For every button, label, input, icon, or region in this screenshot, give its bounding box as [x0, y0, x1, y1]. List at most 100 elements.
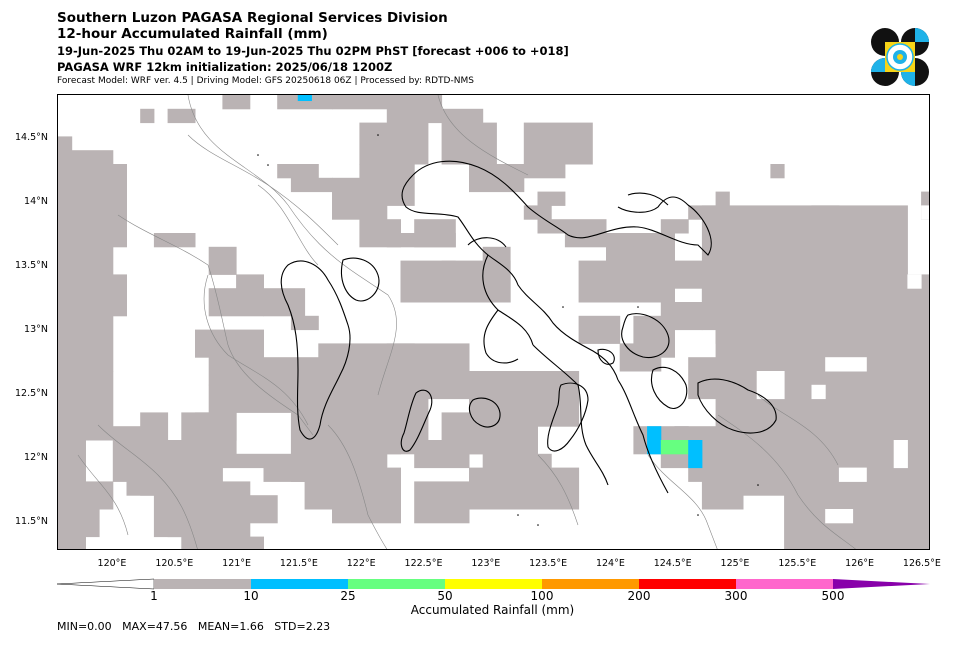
rainfall-cell: [373, 467, 401, 510]
rainfall-cell: [208, 453, 306, 469]
x-tick-label: 126°E: [845, 558, 875, 569]
colorbar-segment: [348, 579, 445, 589]
y-tick-label: 13°N: [24, 324, 48, 335]
rainfall-cell: [208, 357, 319, 386]
rainfall-cell: [564, 233, 648, 248]
rainfall-cell: [359, 122, 429, 165]
y-tick-label: 12.5°N: [14, 388, 48, 399]
rainfall-cell: [58, 177, 127, 248]
rainfall-cell: [140, 412, 169, 441]
rainfall-cell: [770, 164, 785, 179]
rainfall-cell: [277, 164, 319, 179]
rainfall-cell: [297, 95, 312, 102]
x-tick-label: 126.5°E: [902, 558, 941, 569]
colorbar-extend-high: [833, 579, 930, 589]
model-initialization: PAGASA WRF 12km initialization: 2025/06/…: [57, 60, 393, 74]
rainfall-cell: [825, 357, 867, 372]
x-tick-label: 124°E: [595, 558, 625, 569]
colorbar-segment: [542, 579, 639, 589]
rainfall-cell: [729, 522, 758, 549]
colorbar-tick-label: 300: [724, 589, 748, 603]
y-tick-label: 14.5°N: [14, 132, 48, 143]
rainfall-cell: [277, 95, 333, 110]
rainfall-cell: [167, 108, 196, 124]
colorbar-segment: [445, 579, 542, 589]
x-tick-label: 121.5°E: [279, 558, 318, 569]
rainfall-cell: [701, 481, 744, 510]
rainfall-cell: [893, 440, 908, 469]
rainfall-cell: [386, 108, 484, 124]
rainfall-cell: [85, 371, 114, 441]
rainfall-cell: [332, 177, 388, 220]
colorbar-tick-label: 100: [530, 589, 554, 603]
x-tick-label: 123°E: [471, 558, 501, 569]
rainfall-cell: [85, 509, 100, 538]
colorbar-tick-label: 1: [150, 589, 158, 603]
colorbar-segment: [154, 579, 251, 589]
x-tick-label: 122.5°E: [404, 558, 443, 569]
rainfall-cell: [290, 453, 388, 482]
forecast-period: 19-Jun-2025 Thu 02AM to 19-Jun-2025 Thu …: [57, 44, 569, 58]
x-tick-label: 121°E: [222, 558, 252, 569]
rainfall-cell: [441, 122, 497, 165]
rainfall-cell: [523, 122, 593, 165]
rainfall-cell: [195, 412, 237, 455]
y-tick-label: 13.5°N: [14, 260, 48, 271]
rainfall-cell: [236, 274, 264, 303]
rainfall-cell: [58, 315, 114, 372]
rainfall-cell: [578, 315, 621, 344]
rainfall-cell: [537, 219, 607, 234]
x-tick-label: 120.5°E: [155, 558, 194, 569]
rainfall-cell: [701, 205, 908, 275]
x-tick-label: 122°E: [346, 558, 376, 569]
rainfall-cell: [674, 302, 929, 317]
colorbar-tick-label: 50: [437, 589, 453, 603]
rainfall-cell: [290, 315, 319, 331]
rainfall-cell: [153, 481, 196, 538]
rainfall-cell: [469, 274, 511, 303]
colorbar-tick-label: 10: [243, 589, 259, 603]
colorbar-segment: [736, 579, 833, 589]
rainfall-cell: [647, 426, 662, 455]
rainfall-cell: [811, 384, 826, 400]
map-subtitle: 12-hour Accumulated Rainfall (mm): [57, 26, 328, 42]
colorbar: [57, 578, 930, 590]
colorbar-title: Accumulated Rainfall (mm): [410, 603, 575, 617]
rainfall-cell: [715, 191, 730, 206]
x-tick-label: 125.5°E: [778, 558, 817, 569]
rainfall-cell: [386, 343, 470, 400]
y-tick-label: 14°N: [24, 196, 48, 207]
rainfall-statistics: MIN=0.00 MAX=47.56 MEAN=1.66 STD=2.23: [57, 620, 331, 633]
rainfall-cell: [263, 467, 306, 482]
colorbar-segment: [639, 579, 736, 589]
rainfall-map: [57, 94, 930, 550]
rainfall-grid: [58, 95, 929, 549]
rainfall-cell: [140, 108, 155, 124]
rainfall-cell: [58, 274, 127, 317]
rainfall-cell: [838, 467, 867, 482]
colorbar-tick-label: 200: [627, 589, 651, 603]
map-title: Southern Luzon PAGASA Regional Services …: [57, 10, 448, 26]
rainfall-cell: [386, 233, 456, 248]
rainfall-cell: [414, 481, 470, 524]
rainfall-cell: [332, 509, 401, 524]
rainfall-cell: [441, 412, 538, 455]
rainfall-cell: [153, 233, 196, 248]
x-tick-label: 123.5°E: [529, 558, 568, 569]
y-tick-label: 11.5°N: [14, 516, 48, 527]
x-tick-label: 125°E: [720, 558, 750, 569]
colorbar-segment: [251, 579, 348, 589]
x-tick-label: 124.5°E: [653, 558, 692, 569]
rainfall-cell: [58, 426, 86, 482]
rainfall-cell: [290, 177, 333, 193]
rainfall-cell: [633, 233, 675, 248]
coastlines: [77, 95, 856, 549]
colorbar-tick-label: 500: [821, 589, 845, 603]
rainfall-cell: [359, 398, 429, 441]
colorbar-tick-label: 25: [340, 589, 356, 603]
rainfall-cell: [660, 219, 689, 234]
y-tick-label: 12°N: [24, 452, 48, 463]
rainfall-cell: [660, 440, 689, 455]
rainfall-cell: [537, 191, 566, 206]
rainfall-cell: [263, 288, 306, 317]
